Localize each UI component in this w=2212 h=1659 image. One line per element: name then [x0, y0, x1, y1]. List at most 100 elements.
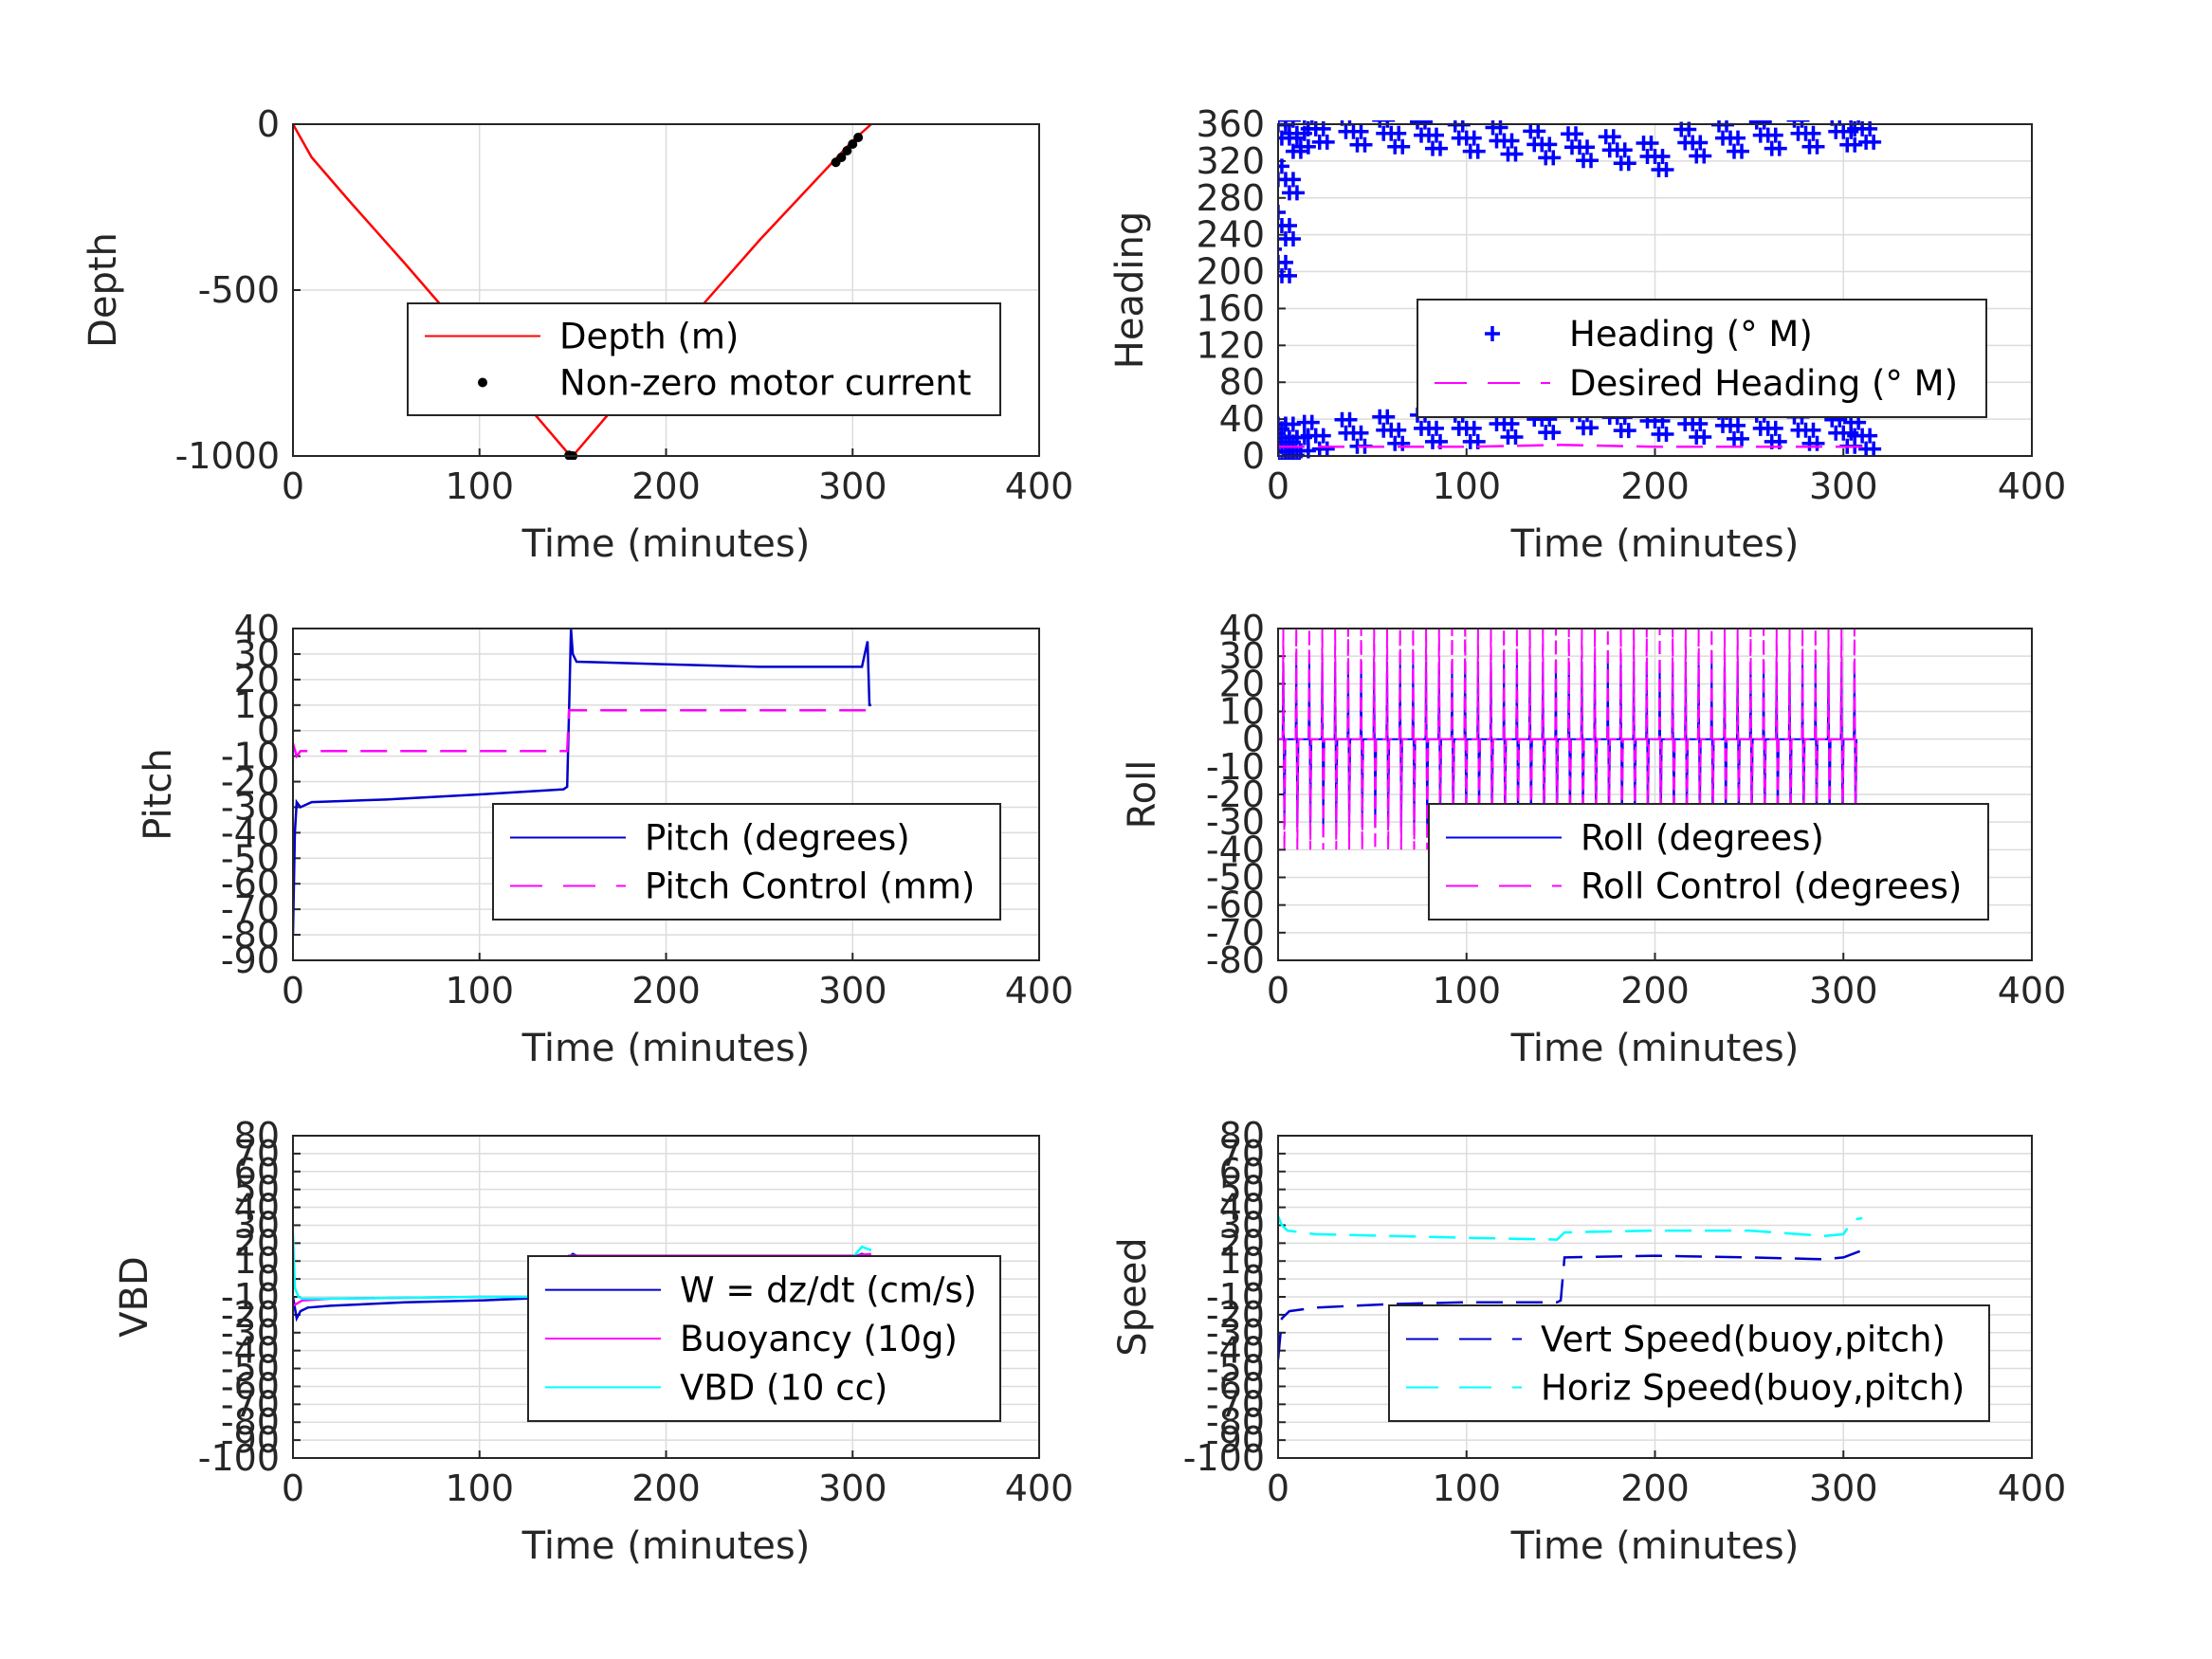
series-1-marker — [1289, 185, 1305, 201]
x-tick-label: 300 — [818, 1468, 887, 1509]
series-1-marker — [1417, 120, 1433, 130]
series-1-marker — [1508, 146, 1524, 162]
x-tick-label: 300 — [1809, 465, 1878, 507]
series-1-marker — [1285, 120, 1301, 128]
x-tick-label: 100 — [445, 970, 514, 1012]
x-tick-label: 100 — [1432, 970, 1501, 1012]
series-1-marker — [1580, 139, 1595, 155]
y-tick-label: -100 — [1183, 1437, 1265, 1479]
series-1-marker — [1696, 428, 1712, 445]
series-1-marker — [1281, 217, 1297, 233]
y-tick-label: 40 — [1219, 1187, 1265, 1229]
x-tick-label: 300 — [818, 465, 887, 507]
data-layer — [1278, 1215, 1863, 1360]
series-1-marker — [1304, 414, 1320, 430]
y-tick-label: -10 — [221, 736, 280, 777]
legend-entry-1: W = dz/dt (cm/s) — [680, 1270, 977, 1311]
y-axis-label: Speed — [1111, 1237, 1155, 1356]
x-tick-label: 0 — [1267, 1468, 1289, 1509]
axes-frame — [292, 123, 1040, 457]
x-tick-label: 400 — [1005, 1468, 1074, 1509]
y-tick-label: -80 — [221, 914, 280, 956]
y-tick-label: -60 — [1206, 884, 1265, 926]
series-1-marker — [1278, 204, 1286, 220]
y-tick-label: -30 — [221, 1312, 280, 1354]
series-1-marker — [1620, 155, 1636, 172]
series-1-marker — [1658, 427, 1674, 443]
series-1-marker — [1620, 423, 1636, 439]
x-axis-label: Time (minutes) — [521, 1027, 811, 1070]
series-1-marker — [1285, 416, 1301, 432]
y-tick-label: -30 — [1206, 801, 1265, 843]
axes-frame — [1277, 123, 2033, 457]
y-tick-label: 40 — [1219, 398, 1265, 440]
series-1-marker — [1395, 435, 1411, 451]
y-tick-label: -30 — [221, 786, 280, 828]
axes-frame — [1277, 1135, 2033, 1459]
series-1-marker — [1285, 230, 1301, 246]
y-tick-label: 80 — [1219, 1115, 1265, 1157]
x-axis-label: Time (minutes) — [1510, 1524, 1800, 1568]
y-tick-label: -60 — [221, 1365, 280, 1407]
axes-frame — [292, 1135, 1040, 1459]
y-tick-label: 0 — [1242, 719, 1265, 760]
series-1-marker — [1862, 428, 1878, 444]
y-tick-label: -20 — [1206, 774, 1265, 815]
y-tick-label: 60 — [234, 1151, 280, 1193]
series-1-marker — [1734, 430, 1749, 447]
series-1-marker — [1391, 422, 1407, 438]
subplot-1: 0 100 200 300 400 0 -500 -1000 Time (minutes) Dep… — [82, 103, 1073, 566]
y-tick-label: 280 — [1196, 177, 1265, 219]
x-tick-label: 400 — [1998, 1468, 2067, 1509]
series-1-marker — [1617, 142, 1633, 158]
x-tick-label: 0 — [282, 465, 304, 507]
y-tick-label: -1000 — [175, 435, 280, 477]
series-1-marker — [1470, 143, 1486, 159]
y-axis-label: Depth — [82, 232, 125, 348]
series-1-marker — [1492, 120, 1508, 136]
series-1-marker — [1466, 130, 1482, 146]
y-tick-label: -70 — [221, 888, 280, 930]
y-tick-label: 120 — [1196, 324, 1265, 366]
subplot-5: 0 100 200 300 40080706050403020100-10-20-30-… — [113, 1115, 1073, 1568]
y-tick-label: 60 — [1219, 1151, 1265, 1193]
y-tick-label: 30 — [1219, 1204, 1265, 1246]
y-tick-label: 0 — [1242, 435, 1265, 477]
x-tick-label: 100 — [445, 465, 514, 507]
y-tick-label: 50 — [234, 1169, 280, 1211]
series-1-marker — [1847, 137, 1863, 153]
series-1-marker — [1856, 120, 1860, 123]
y-tick-label: 10 — [1219, 691, 1265, 733]
series-1-marker — [1692, 415, 1709, 431]
legend-marker — [478, 377, 487, 388]
y-tick-label: 20 — [234, 659, 280, 701]
y-tick-label: 0 — [257, 103, 280, 145]
data-layer — [293, 628, 871, 936]
y-tick-label: 70 — [234, 1133, 280, 1175]
x-tick-label: 0 — [282, 1468, 304, 1509]
x-tick-label: 400 — [1998, 970, 2067, 1012]
series-1-marker — [1380, 120, 1396, 128]
legend-entry-1: Pitch (degrees) — [645, 818, 910, 859]
series-1-marker — [1605, 129, 1621, 145]
series-1-marker — [1545, 425, 1562, 441]
series-1-marker — [1429, 420, 1444, 436]
series-1-marker — [1504, 415, 1520, 431]
y-tick-label: -40 — [1206, 829, 1265, 870]
x-axis-label: Time (minutes) — [521, 1524, 811, 1568]
y-tick-label: 0 — [257, 1258, 280, 1300]
y-tick-label: 70 — [1219, 1133, 1265, 1175]
x-tick-label: 300 — [1809, 970, 1878, 1012]
x-tick-label: 100 — [1432, 465, 1501, 507]
series-1-marker — [1771, 140, 1787, 156]
series-1-marker — [1508, 428, 1524, 445]
series-1-marker — [1809, 138, 1825, 155]
y-tick-label: -60 — [221, 863, 280, 904]
x-tick-label: 200 — [1620, 1468, 1690, 1509]
series-1-marker — [1263, 444, 1278, 459]
y-tick-label: 10 — [1219, 1240, 1265, 1282]
y-tick-label: -70 — [1206, 1383, 1265, 1425]
y-tick-label: -90 — [221, 939, 280, 981]
legend-box — [1417, 299, 1987, 418]
y-tick-label: 50 — [1219, 1169, 1265, 1211]
